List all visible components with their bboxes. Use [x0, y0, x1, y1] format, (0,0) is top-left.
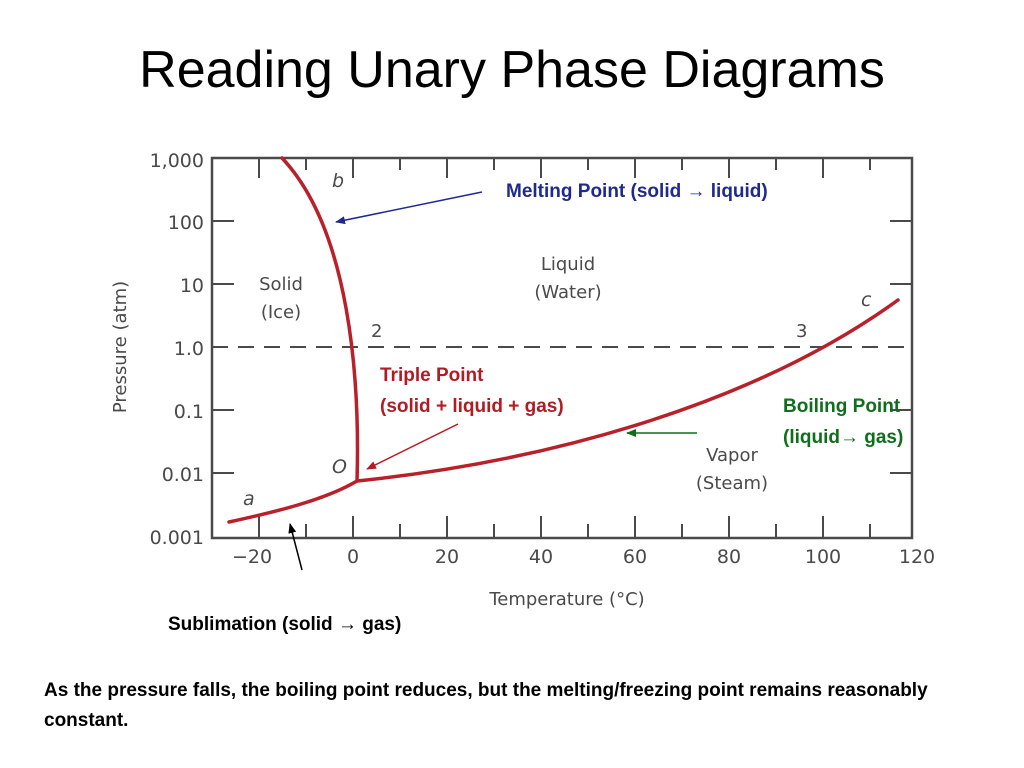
y-tick-label: 1,000	[150, 150, 204, 172]
y-ticks	[212, 220, 912, 474]
point-label-3: 3	[796, 321, 807, 342]
x-tick-label: 120	[899, 546, 935, 568]
x-tick-label: 0	[347, 546, 359, 568]
region-vapor-sublabel: (Steam)	[696, 473, 768, 494]
slide-title: Reading Unary Phase Diagrams	[139, 41, 885, 99]
x-axis-title: Temperature (°C)	[488, 589, 644, 610]
triple-point-arrow	[366, 423, 459, 470]
triple-point-title: Triple Point	[380, 365, 484, 386]
footer-note: As the pressure falls, the boiling point…	[44, 680, 928, 731]
x-ticks	[258, 158, 871, 538]
point-label-a: a	[243, 488, 255, 510]
triple-point-annotation: Triple Point (solid + liquid + gas)	[380, 360, 564, 422]
boiling-point-annotation: Boiling Point (liquid→ gas)	[783, 391, 903, 453]
x-tick-label: −20	[232, 546, 272, 568]
x-tick-label: 80	[717, 546, 741, 568]
region-vapor-label: Vapor	[706, 445, 758, 466]
triple-point-subtitle: (solid + liquid + gas)	[380, 396, 564, 417]
point-label-o: O	[332, 456, 347, 478]
y-axis-title: Pressure (atm)	[110, 281, 131, 413]
x-tick-label: 40	[529, 546, 553, 568]
sublimation-curve	[227, 479, 359, 524]
boiling-point-subtitle: (liquid→ gas)	[783, 427, 904, 448]
sublimation-annotation: Sublimation (solid → gas)	[168, 614, 402, 635]
x-tick-label: 60	[623, 546, 647, 568]
region-solid-sublabel: (Ice)	[261, 302, 301, 323]
y-tick-label: 100	[168, 212, 204, 234]
region-liquid-label: Liquid	[541, 254, 595, 275]
boiling-point-title: Boiling Point	[783, 396, 901, 417]
melting-arrow	[335, 191, 483, 225]
point-label-c: c	[861, 289, 872, 311]
point-label-b: b	[332, 170, 344, 192]
region-solid-label: Solid	[259, 274, 303, 295]
region-liquid-sublabel: (Water)	[534, 282, 601, 303]
y-tick-label: 0.001	[150, 527, 204, 549]
y-tick-label: 1.0	[174, 338, 204, 360]
y-tick-label: 10	[180, 275, 204, 297]
x-tick-label: 100	[805, 546, 841, 568]
melting-point-annotation: Melting Point (solid → liquid)	[506, 181, 768, 202]
point-label-2: 2	[371, 321, 382, 342]
sublimation-arrow	[288, 523, 303, 571]
phase-curves	[227, 156, 900, 524]
melting-curve	[280, 156, 360, 483]
y-tick-label: 0.1	[174, 401, 204, 423]
vaporization-curve	[355, 298, 900, 483]
x-tick-label: 20	[435, 546, 459, 568]
y-tick-label: 0.01	[162, 464, 204, 486]
